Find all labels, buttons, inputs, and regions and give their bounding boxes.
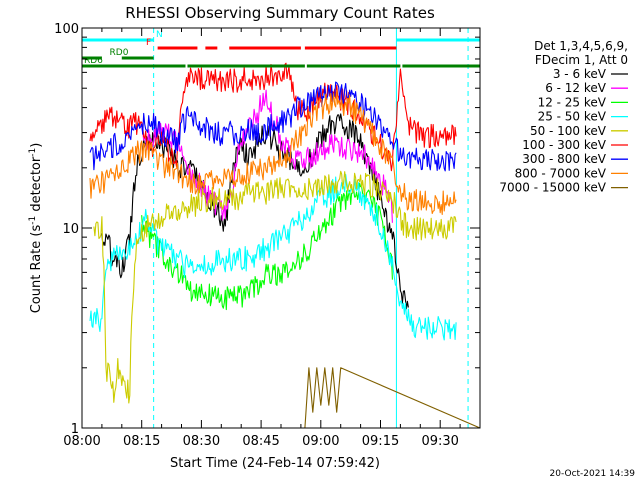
- series-line-0: [101, 113, 409, 310]
- series-line-3: [89, 174, 457, 341]
- series-line-7: [89, 89, 457, 216]
- series-line-8: [82, 367, 481, 429]
- series-line-1: [141, 89, 393, 223]
- legend: Det 1,3,4,5,6,9, FDecim 1, Att 0 3 - 6 k…: [499, 39, 628, 195]
- footer-timestamp: 20-Oct-2021 14:39: [550, 469, 636, 479]
- series-line-4: [93, 170, 457, 404]
- y-axis-label: Count Rate (s-1 detector-1): [28, 143, 44, 314]
- x-tick-label-4: 09:00: [302, 434, 339, 449]
- x-tick-label-5: 09:15: [362, 434, 399, 449]
- legend-entry-label-1: 6 - 12 keV: [545, 81, 607, 95]
- status-bar-label-2: RD0: [110, 48, 129, 58]
- legend-entry-label-8: 7000 - 15000 keV: [499, 181, 606, 195]
- status-bar-label-1: F: [146, 38, 151, 48]
- series-lines: [82, 62, 481, 429]
- status-bars: NF RD0 RD6: [82, 30, 480, 68]
- y-tick-label-2: 100: [54, 22, 79, 37]
- legend-entry-label-0: 3 - 6 keV: [553, 67, 607, 81]
- legend-entry-label-2: 12 - 25 keV: [538, 95, 607, 109]
- axes: 08:00 08:15 08:30 08:45 09:00 09:15 09:30 1 10 10…: [54, 22, 481, 449]
- x-tick-label-1: 08:15: [123, 434, 160, 449]
- series-line-6: [89, 81, 457, 172]
- status-bar-label-0: N: [156, 30, 163, 40]
- y-tick-label-0: 1: [71, 422, 79, 437]
- x-axis-label: Start Time (24-Feb-14 07:59:42): [170, 456, 380, 471]
- series-line-2: [141, 182, 393, 311]
- x-tick-label-3: 08:45: [242, 434, 279, 449]
- x-tick-label-0: 08:00: [63, 434, 100, 449]
- x-tick-label-6: 09:30: [421, 434, 458, 449]
- legend-entry-label-7: 800 - 7000 keV: [515, 166, 607, 180]
- x-tick-label-2: 08:30: [183, 434, 220, 449]
- y-tick-label-1: 10: [62, 222, 79, 237]
- legend-entry-label-5: 100 - 300 keV: [522, 138, 606, 152]
- legend-entry-label-3: 25 - 50 keV: [538, 110, 607, 124]
- status-bar-label-3: RD6: [84, 56, 103, 66]
- legend-entry-label-4: 50 - 100 keV: [530, 124, 607, 138]
- legend-entry-label-6: 300 - 800 keV: [522, 152, 606, 166]
- chart-title: RHESSI Observing Summary Count Rates: [125, 4, 435, 22]
- legend-header-line-1: Det 1,3,4,5,6,9,: [534, 39, 628, 53]
- legend-header-line-2: FDecim 1, Att 0: [535, 53, 628, 67]
